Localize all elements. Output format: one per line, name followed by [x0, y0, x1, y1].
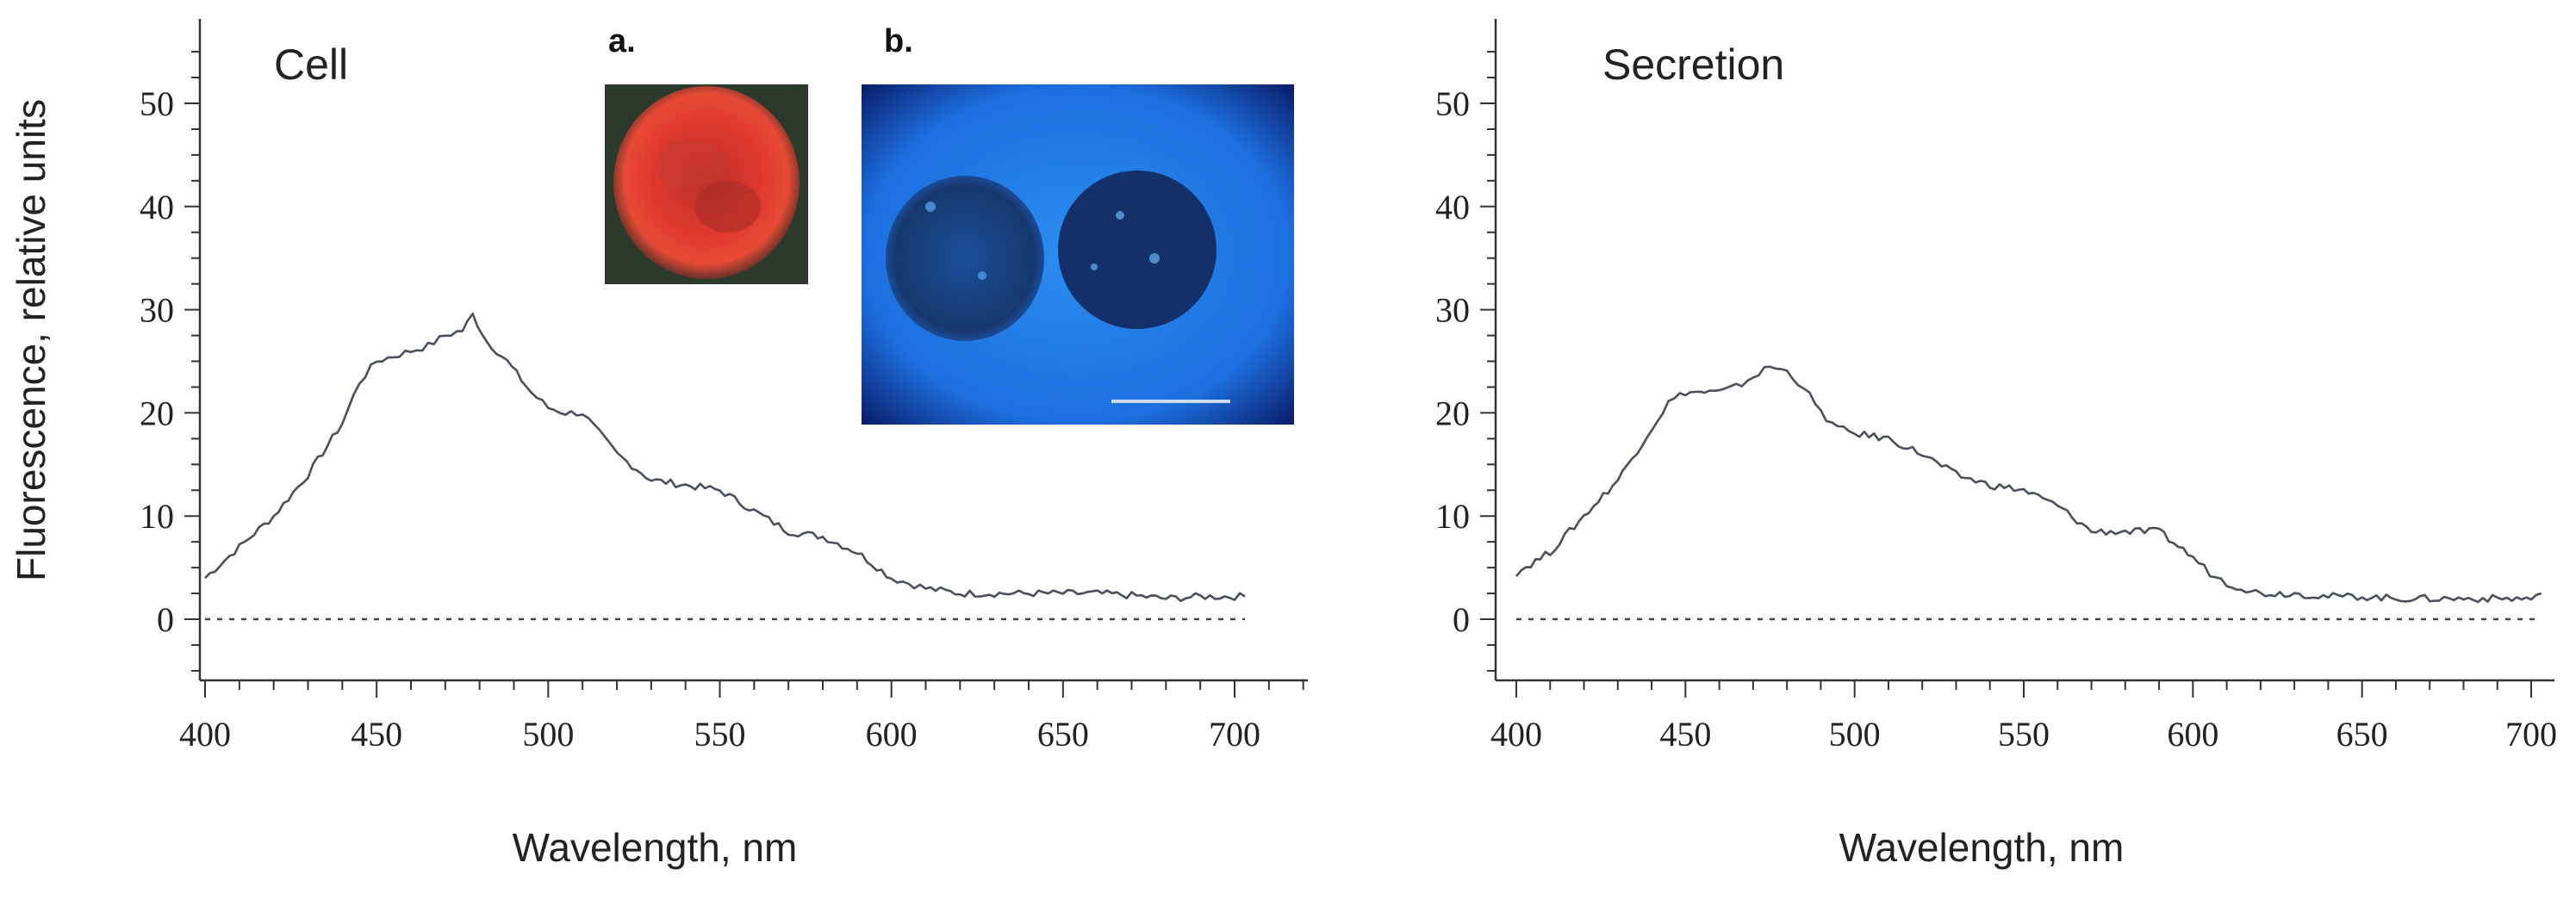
- x-tick-label: 400: [179, 715, 231, 754]
- x-tick-label: 650: [1037, 715, 1089, 754]
- x-tick-label: 550: [694, 715, 746, 754]
- inset-a-micrograph: a.: [605, 23, 808, 284]
- secretion-chart-title: Secretion: [1602, 40, 1784, 89]
- x-tick-label: 500: [522, 715, 574, 754]
- y-tick-label: 50: [140, 84, 174, 123]
- inset-b-label: b.: [884, 23, 913, 59]
- y-tick-label: 0: [157, 600, 174, 639]
- x-tick-label: 450: [351, 715, 402, 754]
- cell-ticks: 0 10 20 30 40 50 400 450 500 550 600 650 700: [140, 51, 1304, 754]
- x-tick-label: 500: [1829, 715, 1881, 754]
- y-tick-label: 0: [1453, 600, 1470, 639]
- cell-x-axis-title: Wavelength, nm: [513, 825, 798, 870]
- y-tick-label: 40: [140, 188, 174, 226]
- secretion-chart-panel: 0 10 20 30 40 50 400 450 500 550 600 650 700 Secreti…: [1435, 19, 2557, 870]
- x-tick-label: 550: [1998, 715, 2050, 754]
- y-tick-label: 40: [1435, 188, 1470, 226]
- inset-a-label: a.: [608, 23, 636, 59]
- y-tick-label: 30: [140, 291, 174, 330]
- secretion-ticks: 0 10 20 30 40 50 400 450 500 550 600 650 700: [1435, 51, 2557, 754]
- x-tick-label: 600: [2167, 715, 2218, 754]
- y-tick-label: 20: [1435, 394, 1470, 432]
- y-tick-label: 10: [140, 497, 174, 536]
- cell-chart-title: Cell: [274, 40, 348, 89]
- y-tick-label: 50: [1435, 84, 1470, 123]
- x-tick-label: 600: [866, 715, 918, 754]
- x-tick-label: 700: [1209, 715, 1260, 754]
- x-tick-label: 400: [1490, 715, 1542, 754]
- cell-series-line: [204, 313, 1246, 603]
- y-tick-label: 30: [1435, 291, 1470, 330]
- secretion-axes: [1494, 19, 2554, 682]
- inset-b-micrograph: b.: [862, 23, 1294, 425]
- y-axis-title: Fluorescence, relative units: [9, 99, 53, 581]
- y-tick-label: 20: [140, 394, 174, 432]
- y-tick-label: 10: [1435, 497, 1470, 536]
- secretion-x-axis-title: Wavelength, nm: [1839, 825, 2125, 870]
- cell-chart-panel: 0 10 20 30 40 50 400 450 500 550 600 650 700 Cell Wa…: [140, 19, 1308, 870]
- x-tick-label: 700: [2505, 715, 2557, 754]
- secretion-series-line: [1515, 365, 2542, 604]
- x-tick-label: 650: [2336, 715, 2388, 754]
- x-tick-label: 450: [1659, 715, 1711, 754]
